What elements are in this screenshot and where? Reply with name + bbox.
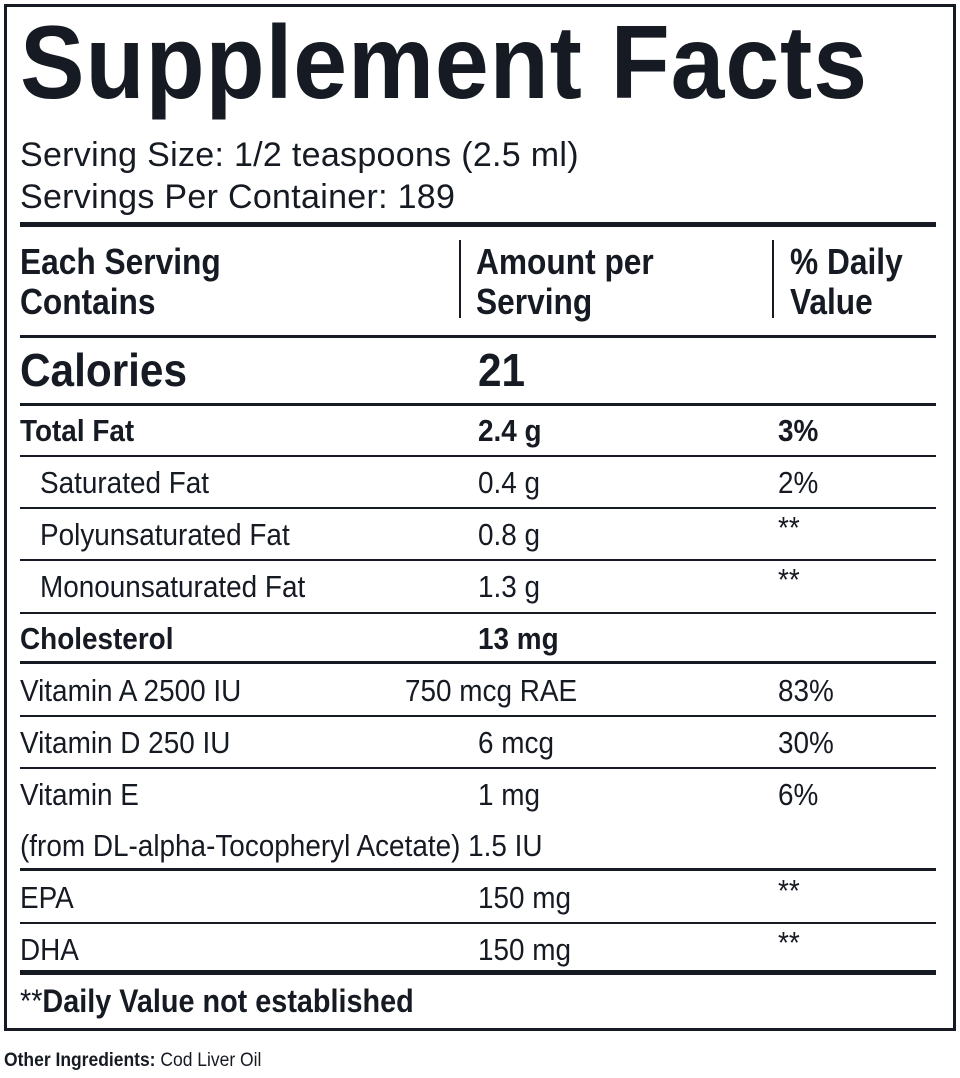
nutrient-dv: ** bbox=[778, 510, 800, 545]
nutrient-name: Vitamin E bbox=[20, 777, 139, 812]
header-daily-value: % Daily Value bbox=[790, 242, 903, 322]
divider bbox=[20, 559, 936, 561]
nutrient-name: Total Fat bbox=[20, 413, 135, 448]
nutrient-dv: 3% bbox=[778, 413, 819, 448]
column-divider bbox=[772, 240, 774, 318]
nutrient-dv: ** bbox=[778, 562, 800, 597]
other-ingredients-label: Other Ingredients: bbox=[4, 1050, 156, 1071]
footnote: **Daily Value not established bbox=[20, 982, 414, 1020]
nutrient-name: DHA bbox=[20, 932, 79, 967]
nutrient-name: EPA bbox=[20, 880, 74, 915]
header-each-serving-line2: Contains bbox=[20, 281, 156, 322]
divider bbox=[20, 661, 936, 664]
other-ingredients-value: Cod Liver Oil bbox=[155, 1050, 262, 1071]
nutrient-amount: 1 mg bbox=[478, 777, 541, 812]
nutrient-name: Cholesterol bbox=[20, 621, 174, 656]
divider bbox=[20, 335, 936, 338]
header-amount-per-serving: Amount per Serving bbox=[476, 242, 654, 322]
supplement-facts-panel bbox=[4, 4, 956, 1031]
nutrient-name: Vitamin A 2500 IU bbox=[20, 673, 242, 708]
servings-per-container: Servings Per Container: 189 bbox=[20, 178, 456, 216]
footnote-text: Daily Value not established bbox=[42, 983, 414, 1019]
divider-thick bbox=[20, 970, 936, 975]
header-each-serving: Each Serving Contains bbox=[20, 242, 221, 322]
nutrient-name: Vitamin D 250 IU bbox=[20, 725, 231, 760]
header-each-serving-line1: Each Serving bbox=[20, 241, 221, 282]
nutrient-dv: 2% bbox=[778, 465, 819, 500]
divider bbox=[20, 922, 936, 924]
divider bbox=[20, 715, 936, 717]
column-divider bbox=[459, 240, 461, 318]
calories-amount: 21 bbox=[478, 344, 526, 396]
nutrient-name: Saturated Fat bbox=[40, 465, 210, 500]
other-ingredients: Other Ingredients: Cod Liver Oil bbox=[4, 1050, 261, 1072]
nutrient-amount: 1.3 g bbox=[478, 569, 541, 604]
nutrient-amount: 13 mg bbox=[478, 621, 559, 656]
header-dv-line1: % Daily bbox=[790, 241, 903, 282]
nutrient-name: Monounsaturated Fat bbox=[40, 569, 306, 604]
nutrient-dv: ** bbox=[778, 873, 800, 908]
nutrient-amount: 150 mg bbox=[478, 932, 572, 967]
footnote-marker: ** bbox=[20, 983, 43, 1019]
nutrient-dv: 30% bbox=[778, 725, 834, 760]
nutrient-amount: 750 mcg RAE bbox=[405, 673, 578, 708]
nutrient-amount: 0.8 g bbox=[478, 517, 541, 552]
divider bbox=[20, 507, 936, 509]
nutrient-amount: 6 mcg bbox=[478, 725, 554, 760]
header-dv-line2: Value bbox=[790, 281, 873, 322]
nutrient-name: Polyunsaturated Fat bbox=[40, 517, 290, 552]
header-amount-line2: Serving bbox=[476, 281, 593, 322]
calories-label: Calories bbox=[20, 344, 188, 396]
divider bbox=[20, 767, 936, 769]
divider bbox=[20, 403, 936, 406]
nutrient-amount: 150 mg bbox=[478, 880, 572, 915]
divider bbox=[20, 455, 936, 457]
nutrient-dv: 83% bbox=[778, 673, 834, 708]
header-amount-line1: Amount per bbox=[476, 241, 654, 282]
serving-size: Serving Size: 1/2 teaspoons (2.5 ml) bbox=[20, 136, 579, 174]
nutrient-amount: 2.4 g bbox=[478, 413, 542, 448]
panel-title: Supplement Facts bbox=[20, 5, 868, 121]
nutrient-amount: 0.4 g bbox=[478, 465, 541, 500]
nutrient-note: (from DL-alpha-Tocopheryl Acetate) 1.5 I… bbox=[20, 828, 543, 863]
divider bbox=[20, 612, 936, 614]
divider bbox=[20, 868, 936, 871]
divider-thick bbox=[20, 222, 936, 227]
nutrient-dv: 6% bbox=[778, 777, 819, 812]
nutrient-dv: ** bbox=[778, 925, 800, 960]
